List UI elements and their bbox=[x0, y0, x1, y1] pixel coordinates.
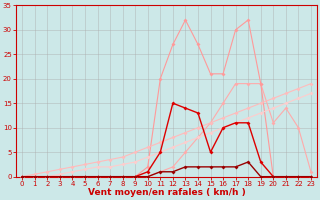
X-axis label: Vent moyen/en rafales ( km/h ): Vent moyen/en rafales ( km/h ) bbox=[88, 188, 245, 197]
